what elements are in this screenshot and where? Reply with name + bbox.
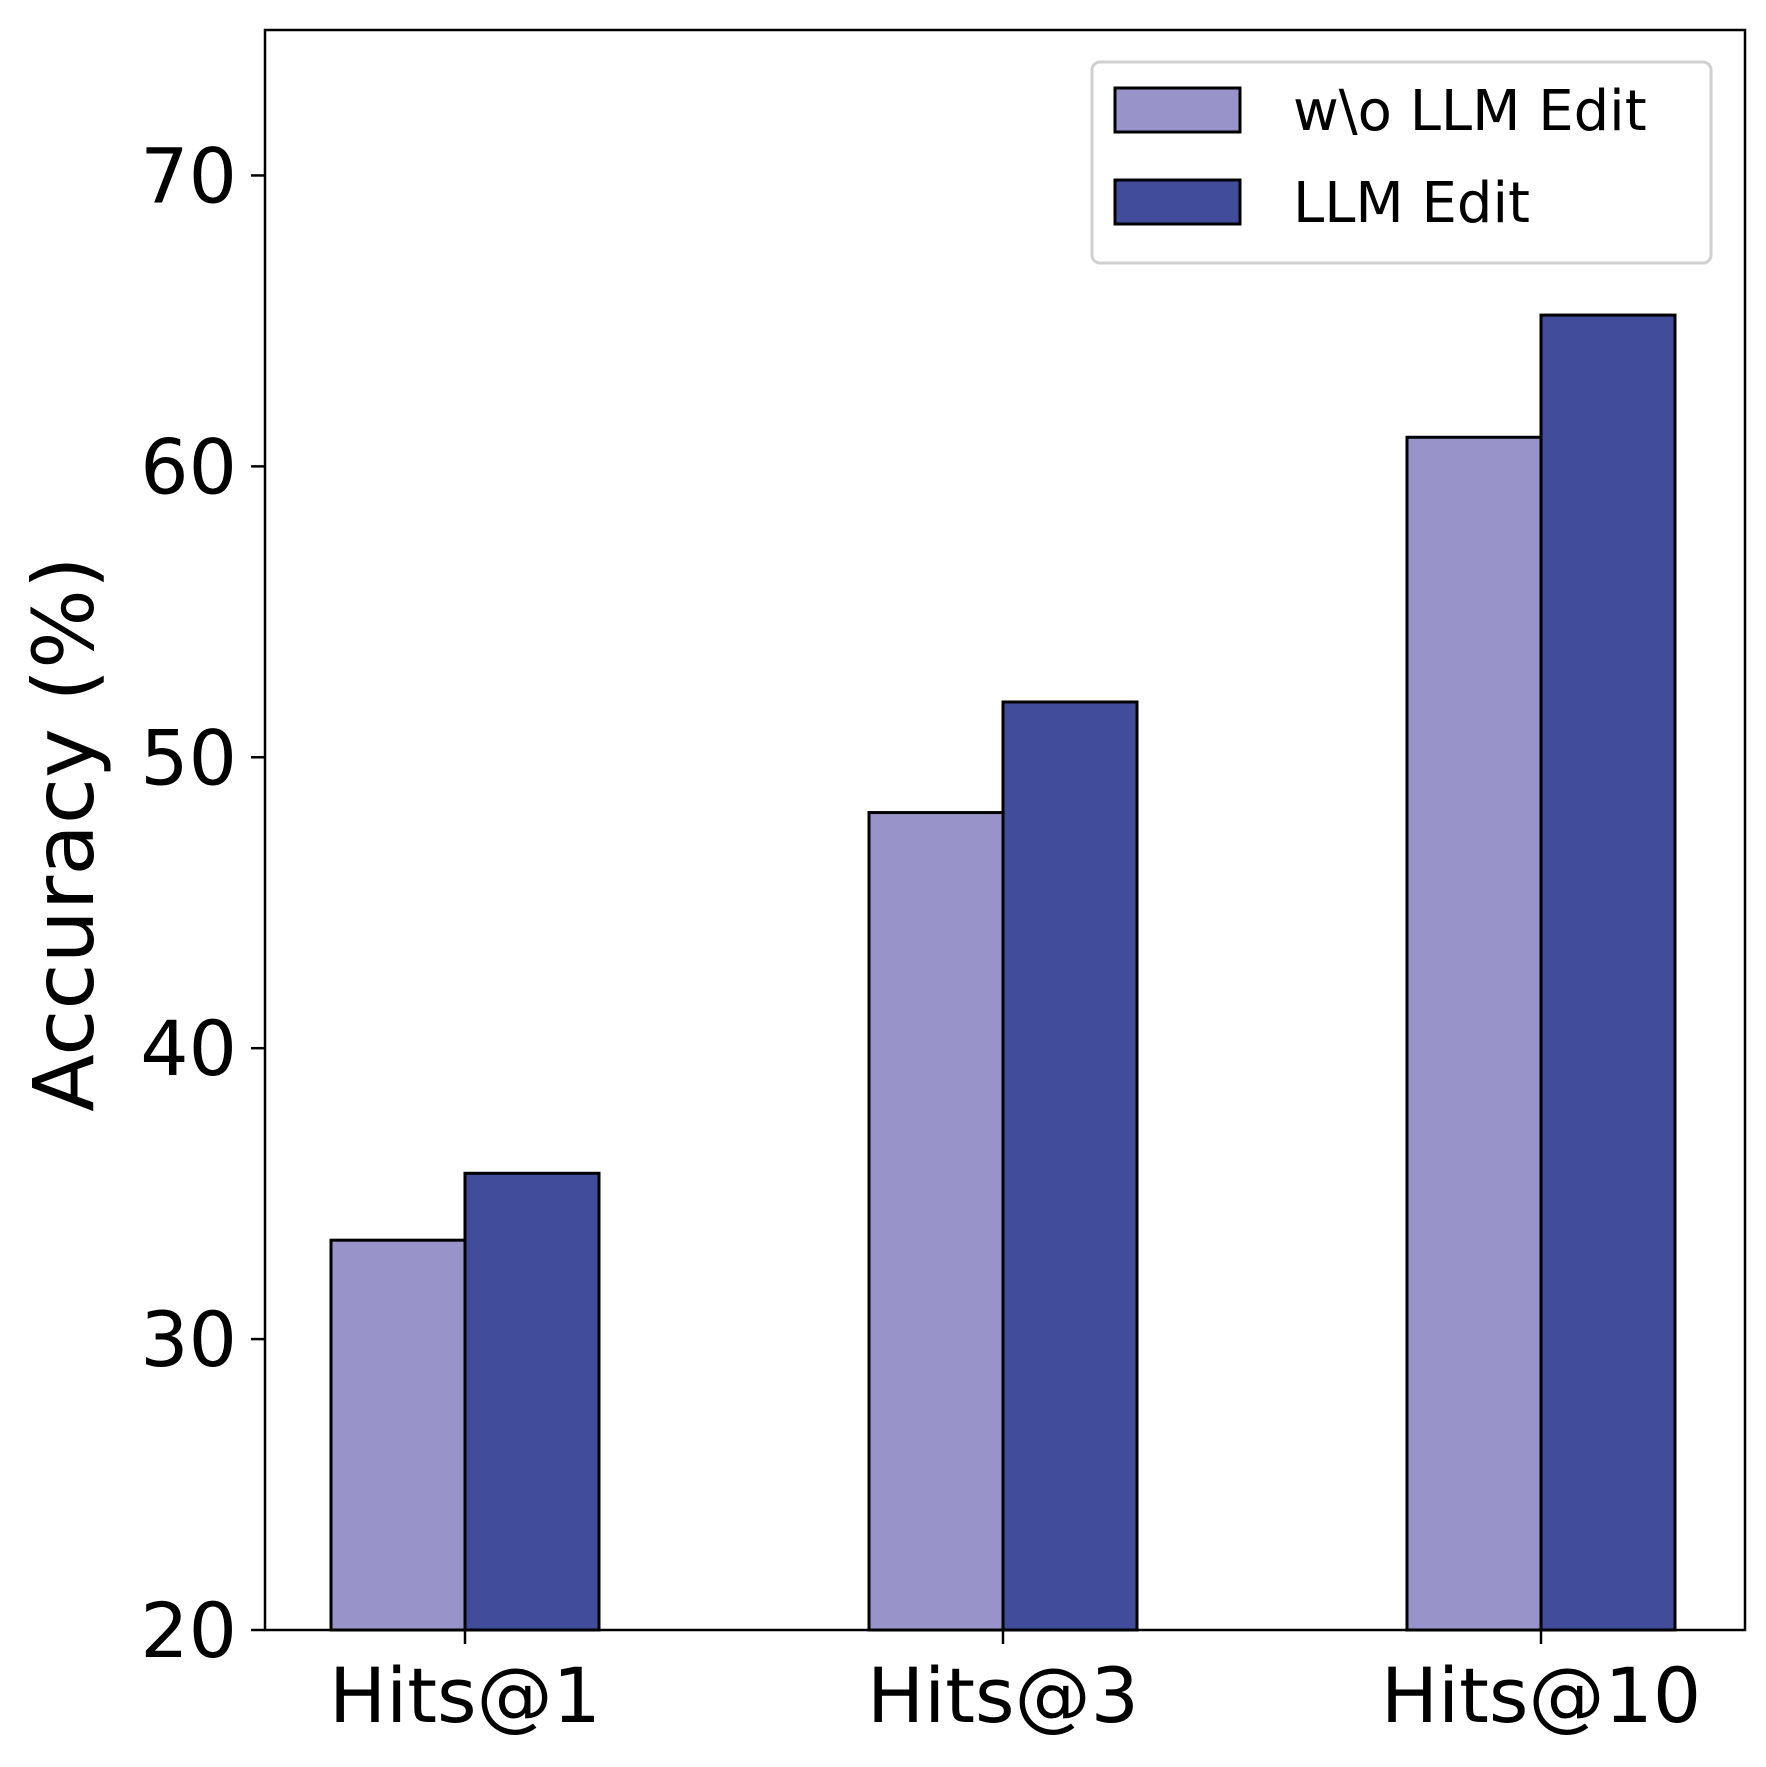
x-tick-label-hits-1: Hits@1	[329, 1651, 601, 1740]
x-tick-label-hits-10: Hits@10	[1381, 1651, 1701, 1740]
x-axis: Hits@1 Hits@3 Hits@10	[329, 1630, 1701, 1740]
y-axis: 20 30 40 50 60 70	[140, 131, 265, 1675]
legend-swatch-llm-edit	[1113, 178, 1242, 226]
y-tick-label: 70	[140, 131, 237, 220]
bar-llm-edit-hits-10	[1539, 313, 1677, 1632]
bars-group	[329, 313, 1677, 1632]
y-axis-label: Accuracy (%)	[15, 556, 113, 1112]
legend-frame	[1090, 60, 1713, 265]
legend-label-llm-edit: LLM Edit	[1293, 171, 1530, 236]
plot-frame	[263, 28, 1747, 1632]
bar-llm-edit-hits-1	[463, 1171, 601, 1632]
bar-llm-edit-hits-3	[1001, 700, 1139, 1632]
bar-w-o-llm-edit-hits-1	[329, 1238, 467, 1632]
legend-swatch-w-o-llm-edit	[1113, 86, 1242, 134]
bar-w-o-llm-edit-hits-3	[867, 811, 1005, 1632]
x-tick-label-hits-3: Hits@3	[867, 1651, 1139, 1740]
legend: w\o LLM Edit LLM Edit	[1090, 60, 1713, 265]
bar-w-o-llm-edit-hits-10	[1405, 435, 1543, 1632]
legend-label-w-o-llm-edit: w\o LLM Edit	[1293, 79, 1647, 144]
y-tick-label: 60	[140, 422, 237, 511]
y-tick-label: 50	[140, 713, 237, 802]
y-tick-label: 20	[140, 1586, 237, 1675]
y-tick-label: 30	[140, 1295, 237, 1384]
y-tick-label: 40	[140, 1004, 237, 1093]
